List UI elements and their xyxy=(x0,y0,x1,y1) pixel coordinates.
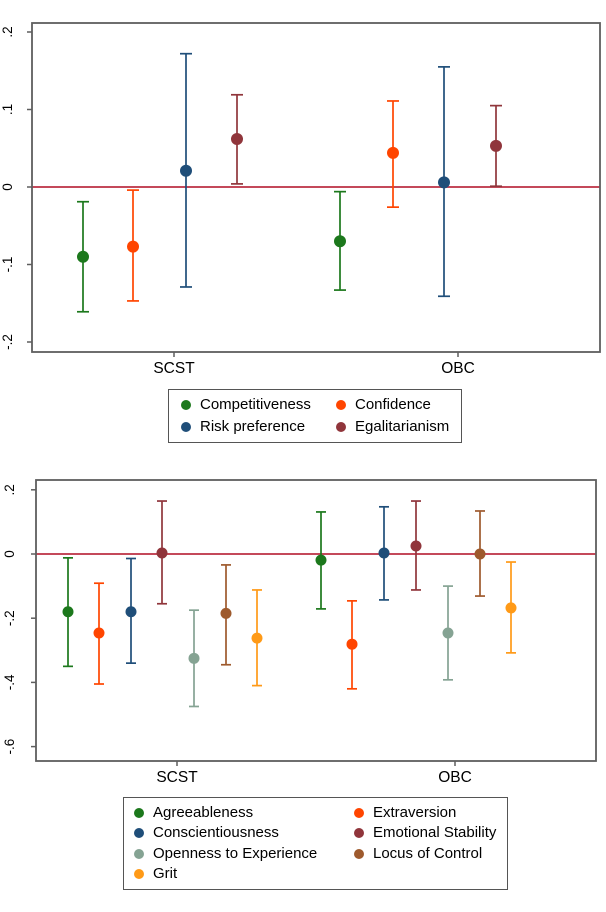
legend-marker-icon xyxy=(354,828,364,839)
point-marker xyxy=(346,638,358,650)
point-marker xyxy=(505,602,517,614)
y-tick-label: 0 xyxy=(2,550,17,558)
point-marker xyxy=(93,627,105,639)
legend-marker-icon xyxy=(336,400,346,411)
legend-item: Risk preference xyxy=(181,418,336,436)
bottom-coefficient-plot: .2 0 -.2 -.4 -.6 SCST OBC xyxy=(2,479,597,786)
y-tick-label: 0 xyxy=(0,183,15,191)
y-tick-label: -.4 xyxy=(2,674,17,690)
y-tick-label: .1 xyxy=(0,104,15,115)
point-marker xyxy=(474,548,486,560)
point-marker xyxy=(387,146,399,159)
x-tick-label: OBC xyxy=(438,769,472,786)
legend-marker-icon xyxy=(134,848,144,859)
y-tick-label: -.6 xyxy=(2,739,17,755)
point-marker xyxy=(490,139,502,152)
plot-frame xyxy=(31,22,601,353)
legend-label: Egalitarianism xyxy=(355,417,450,435)
point-marker xyxy=(231,132,243,145)
legend-item: Extraversion xyxy=(354,804,507,822)
legend-marker-icon xyxy=(134,828,144,839)
point-marker xyxy=(442,627,454,639)
point-marker xyxy=(125,606,137,618)
legend-label: Grit xyxy=(153,864,178,882)
x-tick-label: OBC xyxy=(441,360,475,377)
legend-label: Locus of Control xyxy=(373,844,483,862)
y-tick-label: .2 xyxy=(2,484,17,495)
legend-top-chart: Competitiveness Confidence Risk preference… xyxy=(168,389,462,443)
legend-item: Openness to Experience xyxy=(134,845,354,863)
legend-label: Extraversion xyxy=(373,804,457,822)
point-marker xyxy=(378,547,390,559)
top-coefficient-plot: .2 .1 0 -.1 -.2 SCST OBC xyxy=(0,22,601,377)
legend-label: Confidence xyxy=(355,396,431,414)
legend-label: Competitiveness xyxy=(200,396,311,414)
legend-label: Risk preference xyxy=(200,417,306,435)
point-marker xyxy=(127,240,139,253)
legend-marker-icon xyxy=(181,421,191,432)
y-tick-label: -.1 xyxy=(0,257,15,273)
legend-label: Conscientiousness xyxy=(153,824,279,842)
legend-marker-icon xyxy=(354,848,364,859)
point-marker xyxy=(62,606,74,618)
point-marker xyxy=(180,164,192,177)
point-marker xyxy=(77,250,89,263)
legend-bottom-chart: Agreeableness Extraversion Conscientiousne… xyxy=(123,797,508,890)
point-marker xyxy=(188,652,200,664)
x-tick-label: SCST xyxy=(156,769,198,786)
point-marker xyxy=(251,632,263,644)
legend-item: Egalitarianism xyxy=(336,418,461,436)
plot-frame xyxy=(35,479,597,762)
legend-marker-icon xyxy=(134,868,144,879)
legend-label: Emotional Stability xyxy=(373,824,497,842)
point-marker xyxy=(220,607,232,619)
legend-item: Competitiveness xyxy=(181,396,336,414)
point-marker xyxy=(315,554,327,566)
y-tick-label: -.2 xyxy=(0,334,15,350)
legend-marker-icon xyxy=(354,808,364,819)
point-marker xyxy=(156,547,168,559)
point-marker xyxy=(410,540,422,552)
legend-item: Locus of Control xyxy=(354,845,507,863)
legend-item: Emotional Stability xyxy=(354,824,507,842)
legend-label: Openness to Experience xyxy=(153,844,318,862)
legend-item: Grit xyxy=(134,865,354,883)
legend-item: Confidence xyxy=(336,396,461,414)
x-tick-label: SCST xyxy=(153,360,195,377)
legend-marker-icon xyxy=(181,400,191,411)
legend-label: Agreeableness xyxy=(153,804,254,822)
y-tick-label: .2 xyxy=(0,26,15,37)
legend-marker-icon xyxy=(134,808,144,819)
legend-item: Conscientiousness xyxy=(134,824,354,842)
point-marker xyxy=(438,176,450,189)
y-tick-label: -.2 xyxy=(2,610,17,626)
legend-item: Agreeableness xyxy=(134,804,354,822)
legend-marker-icon xyxy=(336,421,346,432)
point-marker xyxy=(334,235,346,248)
